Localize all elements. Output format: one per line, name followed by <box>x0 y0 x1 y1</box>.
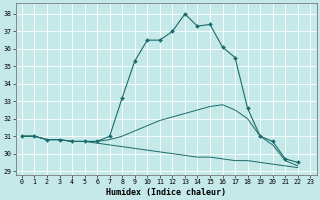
X-axis label: Humidex (Indice chaleur): Humidex (Indice chaleur) <box>106 188 226 197</box>
